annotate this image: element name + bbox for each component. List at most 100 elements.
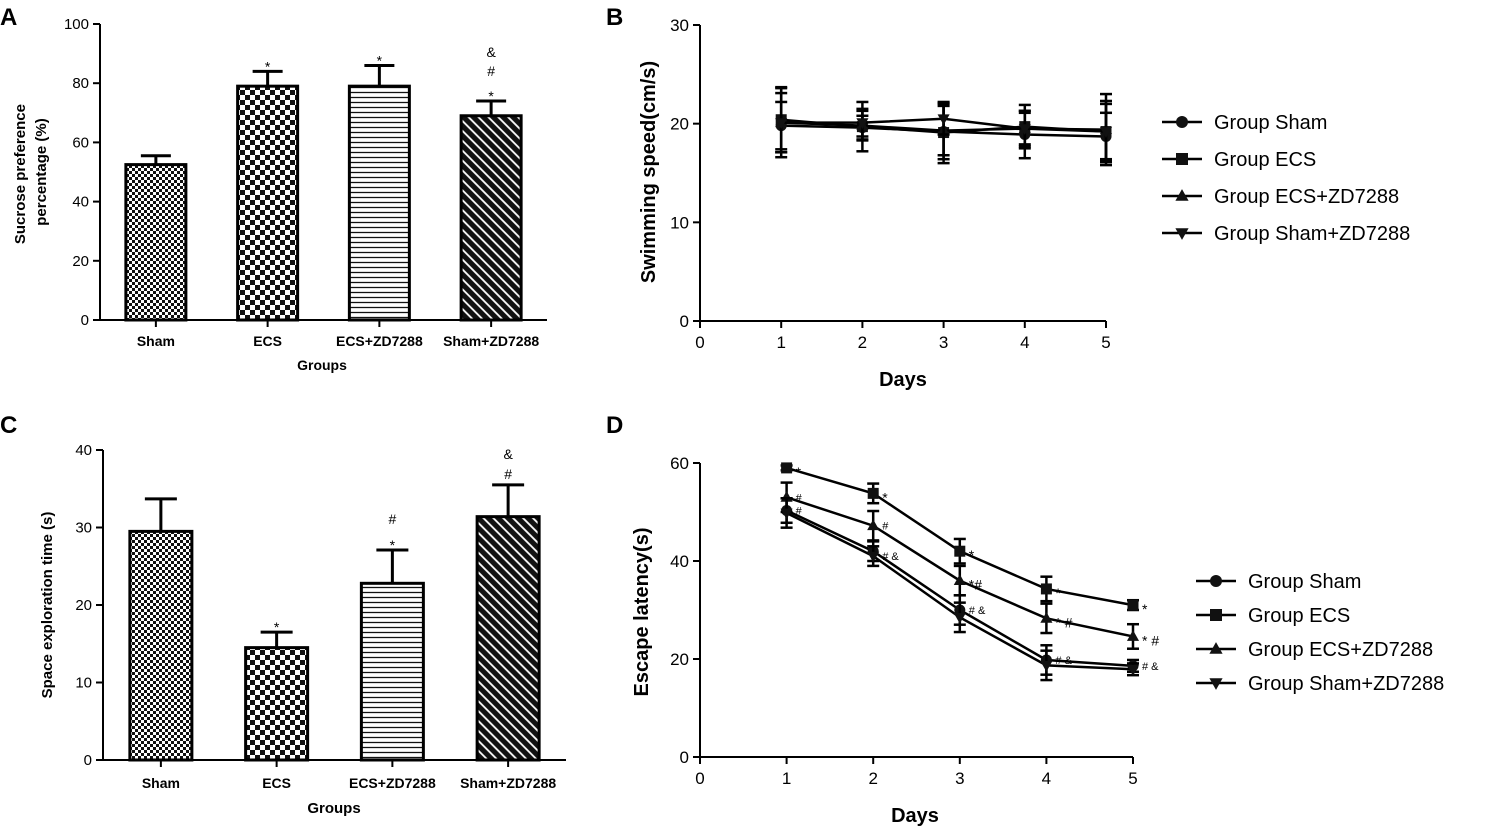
panel-a-bar: [459, 114, 523, 322]
panel-d-x-tick-label: 1: [782, 769, 791, 788]
panel-a-xlabel: Groups: [297, 357, 347, 373]
panel-c-chart: C 0 10 20 30 40 Sham ECS * ECS+ZD7288 * # Sham+ZD72…: [0, 412, 566, 817]
panel-d-x-tick-label: 5: [1128, 769, 1137, 788]
panel-b-data-point: [1099, 127, 1113, 138]
panel-b-x-tick-label: 5: [1101, 333, 1110, 352]
panel-b-legend-label: Group Sham+ZD7288: [1214, 223, 1410, 245]
panel-d-legend-label: Group Sham+ZD7288: [1248, 673, 1444, 695]
panel-b-x-tick-label: 0: [695, 333, 704, 352]
panel-d-significance-label: *: [796, 464, 802, 480]
panel-d-data-point: [1126, 664, 1140, 676]
panel-d-legend-label: Group ECS+ZD7288: [1248, 639, 1433, 661]
panel-d-x-tick-label: 0: [695, 769, 704, 788]
panel-d-significance-label: *#: [969, 577, 982, 593]
panel-d-significance-label: * #: [1142, 632, 1159, 648]
panel-a-category-label: Sham+ZD7288: [443, 333, 539, 349]
panel-b-x-tick-label: 4: [1020, 333, 1029, 352]
panel-c-ylabel: Space exploration time (s): [39, 512, 56, 699]
panel-b-y-tick-label: 0: [680, 312, 689, 331]
panel-c-bar: [244, 646, 310, 762]
panel-c-letter: C: [0, 412, 17, 439]
panel-b-x-tick-label: 3: [939, 333, 948, 352]
panel-b-legend-marker: [1175, 189, 1189, 201]
panel-d-significance-label: * #: [1055, 614, 1072, 630]
panel-a-bar: [236, 84, 300, 322]
panel-a-significance-mark: *: [265, 58, 271, 74]
panel-d-significance-label: *: [1055, 585, 1061, 601]
panel-c-significance-mark: *: [274, 619, 280, 635]
panel-b-y-tick-label: 30: [670, 16, 689, 35]
panel-b-legend-marker: [1176, 153, 1188, 165]
panel-a-y-tick-label: 60: [72, 134, 89, 151]
panel-a-letter: A: [0, 4, 17, 31]
panel-b-y-tick-label: 10: [670, 213, 689, 232]
panel-c-bar: [128, 529, 194, 762]
panel-c-category-label: Sham+ZD7288: [460, 775, 556, 791]
panel-c-significance-mark: &: [503, 446, 513, 462]
panel-a-y-tick-label: 80: [72, 75, 89, 92]
panel-c-category-label: ECS+ZD7288: [349, 775, 436, 791]
panel-d-x-tick-label: 3: [955, 769, 964, 788]
panel-a-significance-mark: #: [487, 63, 495, 79]
panel-b-xlabel: Days: [879, 369, 927, 391]
panel-d-data-point: [867, 519, 880, 531]
panel-b-legend-label: Group ECS+ZD7288: [1214, 186, 1399, 208]
panel-d-significance-label: # &: [1055, 655, 1072, 667]
panel-c-category-label: ECS: [262, 775, 291, 791]
panel-d-significance-label: #: [882, 521, 889, 533]
panel-d-ylabel: Escape latency(s): [631, 528, 653, 697]
panel-d-significance-label: #: [796, 492, 803, 504]
panel-c-significance-mark: #: [388, 511, 396, 527]
panel-d-x-tick-label: 2: [868, 769, 877, 788]
panel-a-y-tick-label: 20: [72, 253, 89, 270]
panel-d-data-point: [953, 574, 966, 585]
panel-b-x-tick-label: 1: [776, 333, 785, 352]
panel-a-significance-mark: *: [488, 88, 494, 104]
panel-c-bar: [359, 581, 425, 762]
panel-b-x-tick-label: 2: [858, 333, 867, 352]
panel-b-data-point: [775, 118, 788, 130]
panel-d-legend-marker: [1209, 678, 1223, 690]
panel-c-y-tick-label: 30: [75, 520, 92, 537]
panel-a-category-label: ECS+ZD7288: [336, 333, 423, 349]
panel-b-data-point: [856, 118, 869, 130]
panel-d-data-point: [1040, 660, 1053, 672]
panel-d-significance-label: *: [969, 547, 975, 563]
panel-b-legend-label: Group Sham: [1214, 112, 1327, 134]
panel-d-legend-label: Group ECS: [1248, 605, 1350, 627]
panel-d-data-point: [1040, 612, 1053, 623]
panel-c-y-tick-label: 20: [75, 597, 92, 614]
panel-c-y-tick-label: 10: [75, 675, 92, 692]
panel-a-y-tick-label: 40: [72, 194, 89, 211]
panel-d-y-tick-label: 0: [680, 748, 689, 767]
panel-c-y-tick-label: 40: [75, 442, 92, 459]
panel-d-legend-label: Group Sham: [1248, 571, 1361, 593]
panel-d-y-tick-label: 40: [670, 552, 689, 571]
panel-d-data-point: [867, 551, 880, 563]
panel-d-data-point: [867, 487, 879, 499]
panel-c-xlabel: Groups: [307, 800, 360, 817]
panel-b-legend-marker: [1176, 116, 1188, 128]
panel-a-bar: [124, 163, 188, 322]
panel-a-significance-mark: *: [377, 52, 383, 68]
panel-a-category-label: ECS: [253, 333, 282, 349]
panel-d-significance-label: *: [1142, 601, 1148, 617]
panel-d-data-point: [1127, 599, 1139, 611]
panel-d-significance-label: # &: [1142, 661, 1159, 673]
panel-d-xlabel: Days: [891, 805, 939, 827]
panel-c-y-tick-label: 0: [84, 752, 92, 769]
panel-c-significance-mark: #: [504, 466, 512, 482]
panel-d-data-point: [953, 612, 966, 624]
panel-d-significance-label: #: [796, 506, 803, 518]
panel-d-data-point: [781, 462, 793, 474]
panel-a-y-tick-label: 0: [81, 312, 89, 329]
panel-b-y-tick-label: 20: [670, 115, 689, 134]
panel-c-significance-mark: *: [390, 537, 396, 553]
panel-a-ylabel-line1: Sucrose preference: [12, 104, 29, 244]
panel-b-data-point: [1018, 124, 1031, 135]
panel-a-bar: [347, 84, 411, 322]
panel-d-significance-label: # &: [969, 605, 986, 617]
panel-d-data-point: [1040, 583, 1052, 595]
panel-b-ylabel: Swimming speed(cm/s): [638, 61, 660, 283]
